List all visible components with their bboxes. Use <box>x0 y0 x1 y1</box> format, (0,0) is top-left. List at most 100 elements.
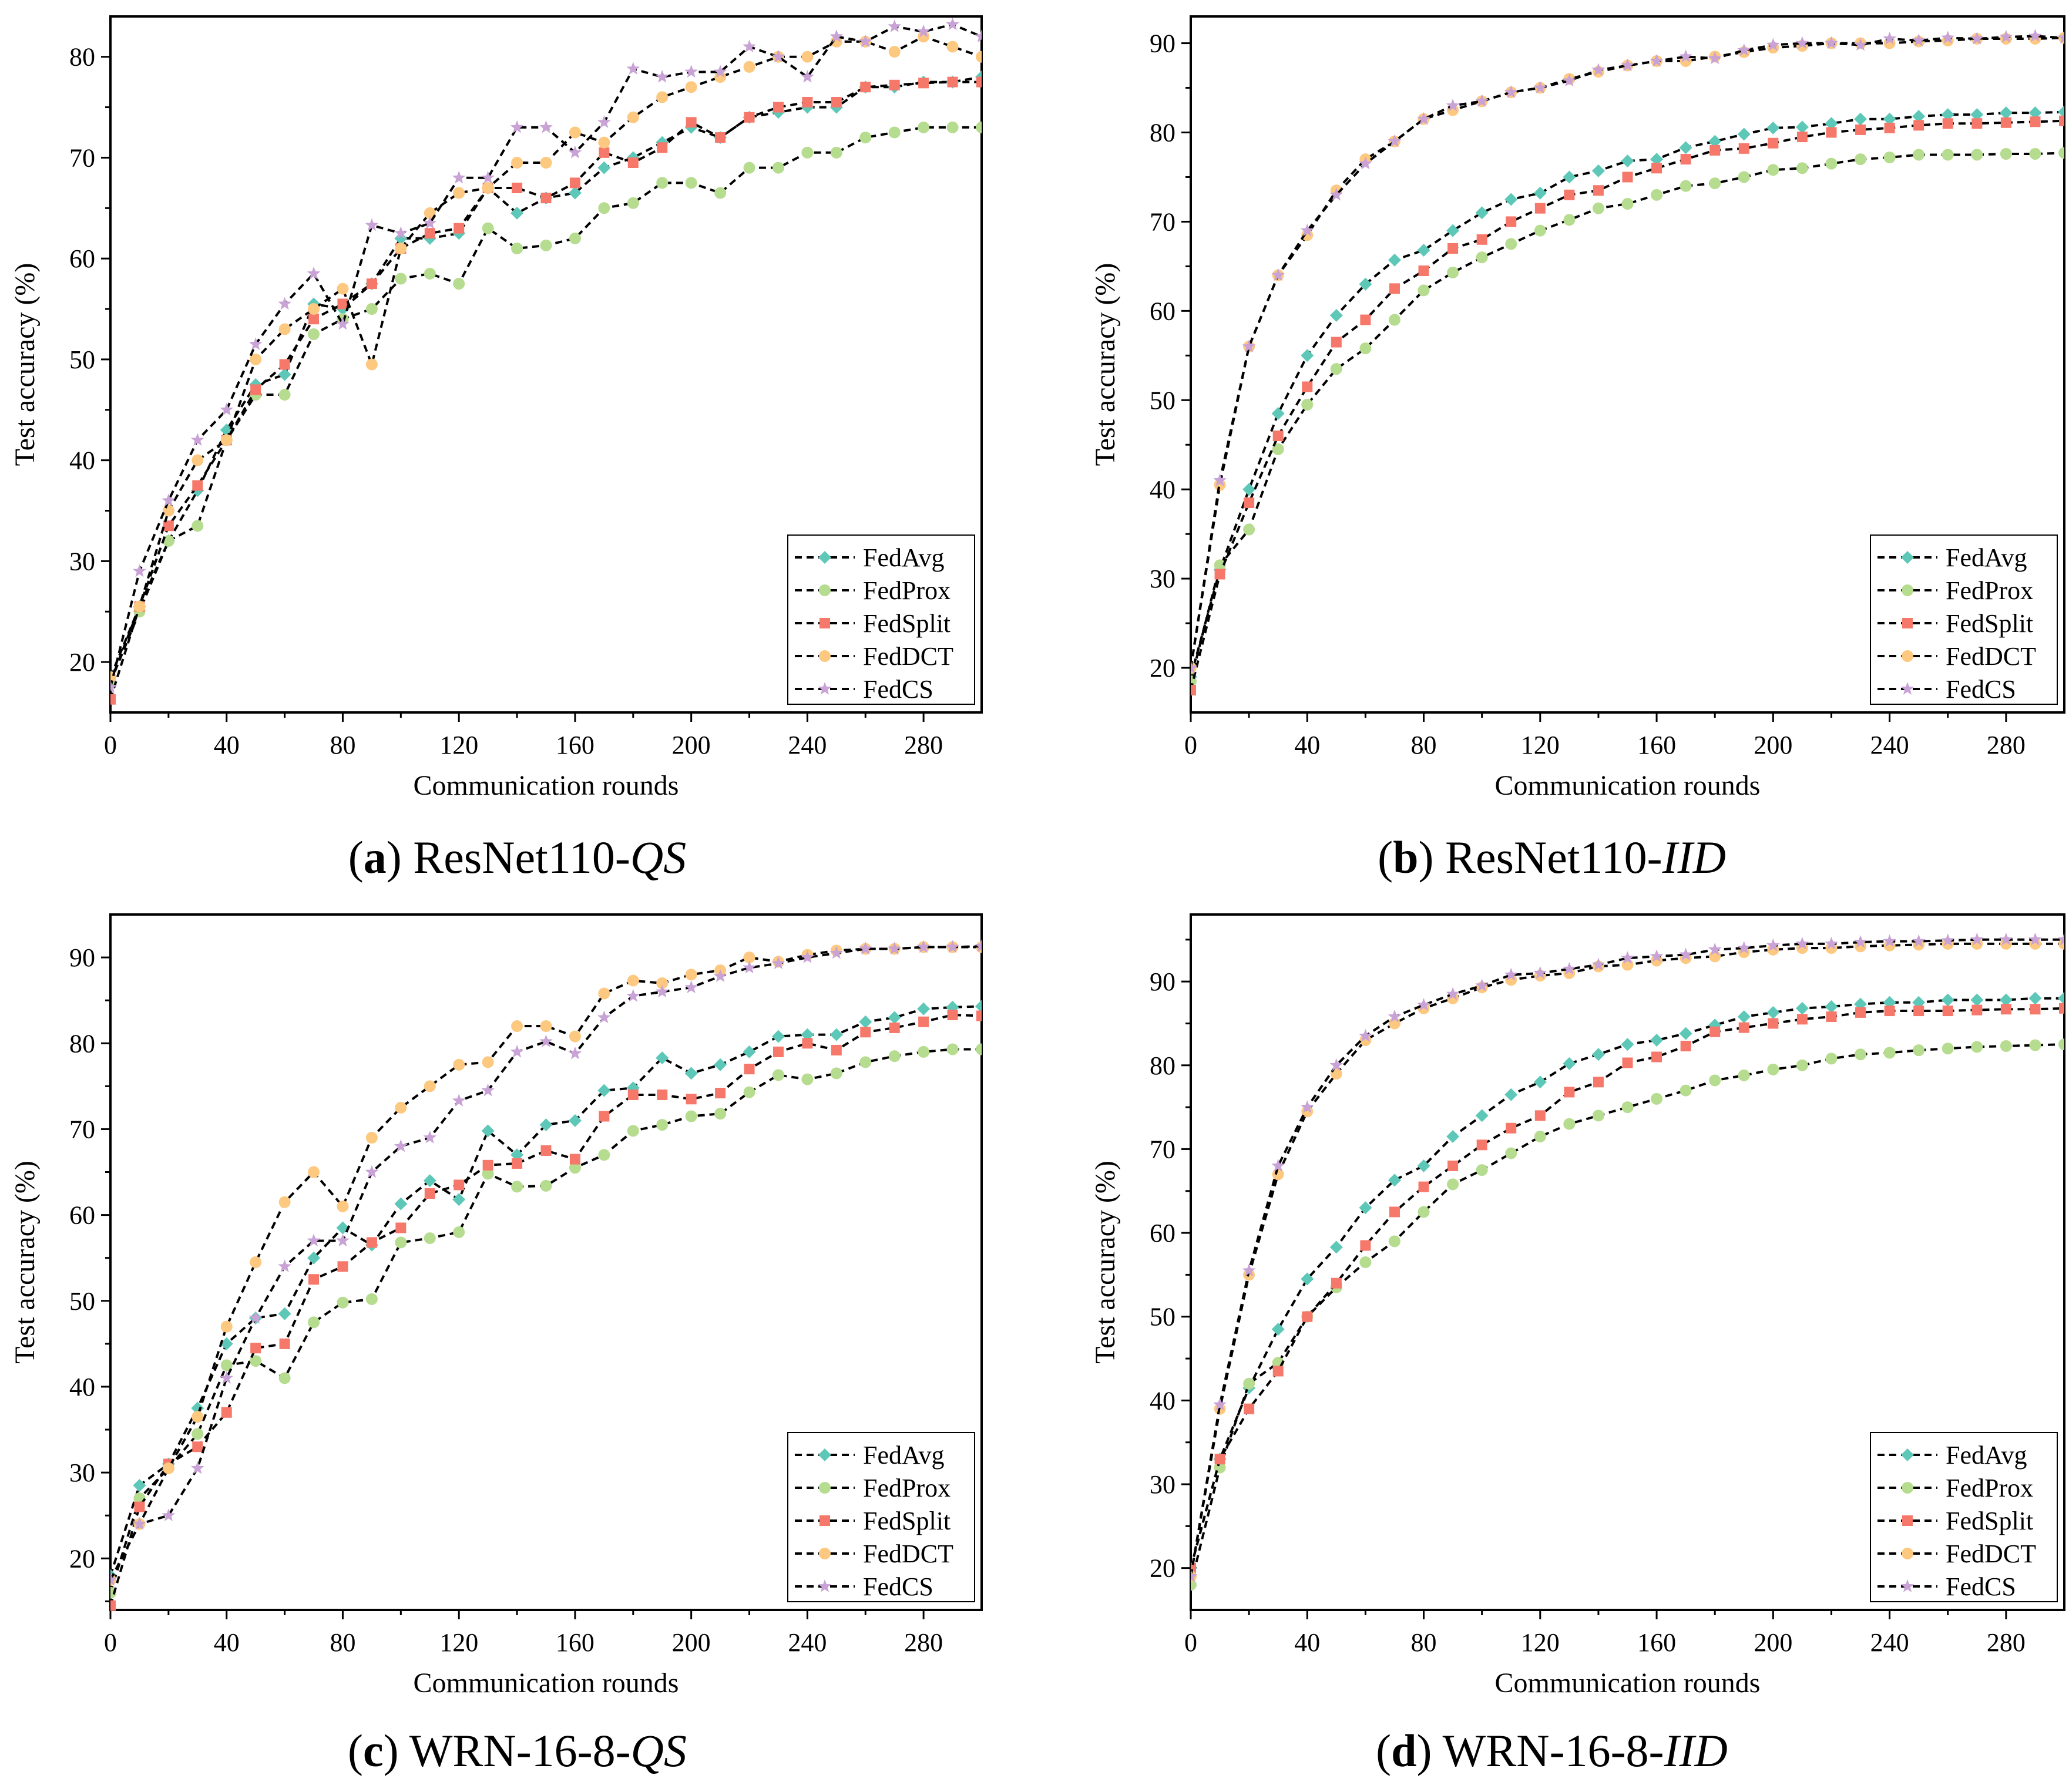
y-tick-label: 20 <box>1150 1554 1175 1583</box>
series-fedcs <box>110 939 982 1586</box>
data-point-fedavg <box>481 1124 495 1138</box>
y-tick-label: 50 <box>1150 1303 1175 1332</box>
data-point-fedsplit <box>657 142 668 153</box>
data-point-fedavg <box>917 1002 931 1016</box>
data-point-feddct <box>976 51 982 63</box>
legend-box <box>787 1432 975 1602</box>
data-point-fedprox <box>511 243 523 254</box>
data-point-fedsplit <box>744 112 755 123</box>
data-point-fedsplit <box>1738 1022 1749 1033</box>
data-point-fedcs <box>771 49 785 63</box>
data-point-fedavg <box>2028 991 2042 1005</box>
y-tick-label: 60 <box>69 244 95 273</box>
x-tick-label: 40 <box>1294 1628 1320 1657</box>
data-point-feddct <box>162 505 174 517</box>
data-point-fedcs <box>220 402 234 416</box>
data-point-feddct <box>598 136 610 149</box>
y-tick-label: 20 <box>1150 654 1175 682</box>
data-point-fedsplit <box>1564 1087 1575 1098</box>
x-tick-label: 280 <box>904 1628 943 1657</box>
legend-label: FedProx <box>863 1474 950 1502</box>
data-point-fedavg <box>278 1307 291 1320</box>
data-point-fedprox <box>162 535 174 547</box>
data-point-feddct <box>1301 1105 1314 1118</box>
data-point-fedprox <box>1913 1044 1925 1057</box>
x-tick-label: 200 <box>672 1628 711 1657</box>
data-point-fedcs <box>1912 33 1926 46</box>
data-point-fedsplit <box>1622 1057 1633 1068</box>
data-point-fedsplit <box>110 694 116 705</box>
data-point-fedcs <box>190 1461 204 1474</box>
data-point-fedprox <box>2029 147 2041 160</box>
data-point-fedsplit <box>831 96 842 107</box>
legend-label: FedSplit <box>863 1507 950 1535</box>
data-point-fedavg <box>1301 349 1314 362</box>
legend-label: FedAvg <box>1946 543 2027 572</box>
data-point-fedprox <box>918 121 930 133</box>
data-point-fedcs <box>1970 932 1984 946</box>
data-point-feddct <box>1767 943 1779 956</box>
x-tick-label: 40 <box>1294 731 1320 759</box>
data-point-fedprox <box>801 146 814 159</box>
data-point-fedprox <box>1505 238 1517 250</box>
legend-marker-fedavg <box>1901 551 1914 564</box>
data-point-fedprox <box>1563 1118 1576 1130</box>
data-point-fedavg <box>771 1030 785 1043</box>
legend-marker-feddct <box>819 1548 831 1559</box>
data-point-fedprox <box>1418 284 1430 297</box>
data-point-fedsplit <box>454 223 465 234</box>
data-point-fedavg <box>1621 154 1634 168</box>
y-axis-label: Test accuracy (%) <box>1090 263 1121 466</box>
data-point-fedsplit <box>1389 283 1400 294</box>
data-point-fedavg <box>1359 1201 1372 1215</box>
y-tick-label: 80 <box>69 43 95 72</box>
data-point-fedprox <box>1855 1048 1867 1061</box>
data-point-feddct <box>308 303 320 315</box>
data-point-fedsplit <box>512 182 523 193</box>
legend-label: FedProx <box>863 576 950 605</box>
data-point-fedcs <box>1533 80 1547 94</box>
data-point-fedsplit <box>395 1222 407 1233</box>
data-point-feddct <box>569 1030 581 1043</box>
data-point-fedcs <box>1417 112 1430 125</box>
caption-tag: d <box>1391 1725 1417 1776</box>
data-point-fedprox <box>453 278 465 290</box>
chart-panel-a: 0 40 80 120 160 200 240 280 20 30 40 50 60 70 80 Commun… <box>0 0 1034 896</box>
data-point-feddct <box>1825 942 1838 954</box>
y-tick-label: 30 <box>69 1458 95 1487</box>
data-point-fedavg <box>1766 121 1780 135</box>
legend-item-fedsplit: FedSplit <box>795 1507 950 1535</box>
legend-box <box>1870 1432 2058 1602</box>
data-point-fedavg <box>423 1174 436 1188</box>
series-fedsplit <box>1191 115 2064 696</box>
plot-frame <box>109 913 983 1611</box>
legend-marker-fedcs <box>1900 1579 1915 1592</box>
data-point-fedavg <box>1766 1006 1780 1019</box>
data-point-fedsplit <box>831 1044 842 1055</box>
data-point-fedcs <box>829 29 844 43</box>
data-point-fedavg <box>1999 993 2013 1007</box>
data-point-fedsplit <box>715 132 726 143</box>
data-point-fedavg <box>1970 993 1984 1007</box>
data-point-fedprox <box>1592 1110 1604 1122</box>
legend-label: FedAvg <box>1946 1441 2027 1470</box>
data-point-fedprox <box>888 126 901 139</box>
data-point-feddct <box>540 1020 552 1033</box>
data-point-fedcs <box>307 1233 321 1247</box>
data-point-fedsplit <box>627 157 639 169</box>
data-point-fedcs <box>1795 36 1809 49</box>
data-point-fedprox <box>2000 1040 2012 1052</box>
data-point-fedprox <box>424 267 436 280</box>
data-point-fedcs <box>1825 36 1838 49</box>
data-point-fedprox <box>598 1149 610 1161</box>
data-point-fedcs <box>1271 1159 1285 1172</box>
legend-label: FedCS <box>863 675 933 704</box>
data-point-fedprox <box>1534 224 1546 237</box>
series-fedsplit <box>1191 1003 2064 1574</box>
data-point-fedsplit <box>1709 144 1721 156</box>
data-point-fedsplit <box>1302 1311 1313 1322</box>
y-tick-label: 60 <box>69 1201 95 1230</box>
legend-label: FedSplit <box>1946 1507 2033 1535</box>
data-point-fedsplit <box>308 314 320 325</box>
legend-marker-feddct <box>1902 1548 1913 1559</box>
